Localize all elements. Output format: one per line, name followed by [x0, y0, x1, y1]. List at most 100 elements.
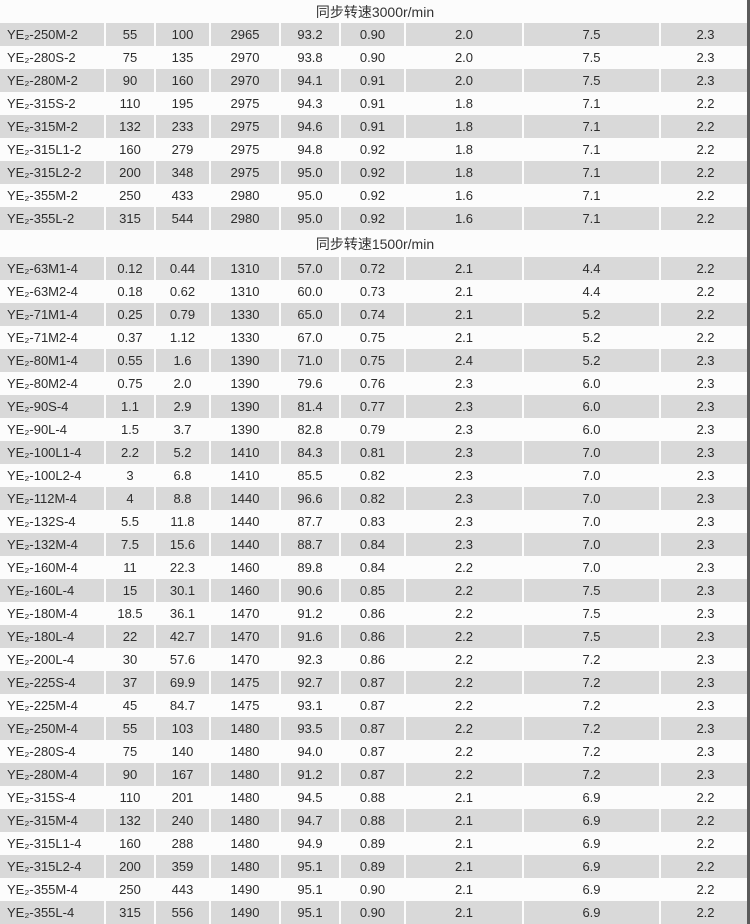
model-cell: YE₂-280M-4	[0, 763, 106, 786]
spec-cell: 201	[155, 786, 211, 809]
spec-cell: 315	[105, 207, 156, 230]
model-cell: YE₂-225M-4	[0, 694, 106, 717]
spec-cell: 167	[155, 763, 211, 786]
spec-cell: 5.2	[155, 441, 211, 464]
spec-cell: 1475	[210, 671, 281, 694]
table-row: YE₂-90L-4 1.5 3.7 1390 82.8 0.79 2.3 6.0 2.3	[0, 418, 750, 441]
spec-cell: 2.3	[660, 23, 750, 46]
spec-cell: 1.1	[105, 395, 156, 418]
model-cell: YE₂-315S-4	[0, 786, 106, 809]
spec-cell: 2.3	[660, 763, 750, 786]
spec-cell: 2.3	[660, 625, 750, 648]
spec-cell: 1.8	[405, 115, 524, 138]
spec-cell: 0.85	[340, 579, 406, 602]
spec-cell: 2.3	[696, 422, 715, 437]
table-row: YE₂-280M-2 90 160 2970 94.1 0.91 2.0 7.5 2.3	[0, 69, 750, 92]
spec-cell: 2980	[210, 207, 281, 230]
spec-cell: 3	[105, 464, 156, 487]
spec-cell: 6.8	[155, 464, 211, 487]
spec-cell: 2.3	[660, 579, 750, 602]
spec-cell: 0.84	[340, 533, 406, 556]
model-cell: YE₂-71M1-4	[0, 303, 106, 326]
spec-cell: 2.3	[696, 50, 715, 65]
spec-cell: 7.2	[523, 671, 661, 694]
spec-cell: 91.2	[280, 602, 341, 625]
spec-cell: 15	[105, 579, 156, 602]
spec-cell: 2.2	[405, 717, 524, 740]
table-row: YE₂-280S-2 75 135 2970 93.8 0.90 2.0 7.5 2.3	[0, 46, 750, 69]
spec-cell: 2.0	[405, 69, 524, 92]
table-row: YE₂-200L-4 30 57.6 1470 92.3 0.86 2.2 7.2 2.3	[0, 648, 750, 671]
spec-cell: 233	[155, 115, 211, 138]
spec-cell: 0.73	[340, 280, 406, 303]
spec-cell: 1440	[210, 533, 281, 556]
spec-cell: 6.9	[523, 809, 661, 832]
spec-cell: 7.2	[523, 763, 661, 786]
spec-cell: 0.83	[340, 510, 406, 533]
spec-cell: 7.1	[523, 92, 661, 115]
table-row: YE₂-63M1-4 0.12 0.44 1310 57.0 0.72 2.1 4.4 2.2	[0, 257, 750, 280]
spec-cell: 2.2	[405, 648, 524, 671]
spec-cell: 7.1	[523, 115, 661, 138]
spec-cell: 1490	[210, 878, 281, 901]
spec-cell: 2.3	[696, 744, 715, 759]
spec-cell: 71.0	[280, 349, 341, 372]
spec-cell: 0.82	[340, 464, 406, 487]
spec-cell: 2.3	[660, 533, 750, 556]
spec-cell: 0.87	[340, 717, 406, 740]
spec-cell: 65.0	[280, 303, 341, 326]
spec-cell: 0.90	[340, 901, 406, 924]
spec-cell: 90.6	[280, 579, 341, 602]
spec-cell: 0.12	[105, 257, 156, 280]
spec-cell: 5.2	[523, 326, 661, 349]
table-row: YE₂-315S-4 110 201 1480 94.5 0.88 2.1 6.9 2.2	[0, 786, 750, 809]
spec-cell: 2975	[210, 92, 281, 115]
spec-cell: 0.89	[340, 832, 406, 855]
spec-cell: 95.0	[280, 207, 341, 230]
spec-cell: 1440	[210, 510, 281, 533]
spec-cell: 90	[105, 69, 156, 92]
spec-cell: 94.7	[280, 809, 341, 832]
spec-cell: 1410	[210, 464, 281, 487]
spec-cell: 7.2	[523, 648, 661, 671]
spec-cell: 79.6	[280, 372, 341, 395]
spec-cell: 2.1	[405, 855, 524, 878]
spec-cell: 2.3	[405, 464, 524, 487]
spec-cell: 2.2	[405, 763, 524, 786]
model-cell: YE₂-100L1-4	[0, 441, 106, 464]
spec-cell: 195	[155, 92, 211, 115]
spec-cell: 7.2	[523, 694, 661, 717]
spec-cell: 200	[105, 855, 156, 878]
spec-cell: 95.1	[280, 901, 341, 924]
spec-cell: 2975	[210, 115, 281, 138]
spec-cell: 7.0	[523, 487, 661, 510]
spec-cell: 6.9	[523, 855, 661, 878]
spec-cell: 0.87	[340, 671, 406, 694]
model-cell: YE₂-200L-4	[0, 648, 106, 671]
model-cell: YE₂-160L-4	[0, 579, 106, 602]
spec-cell: 57.0	[280, 257, 341, 280]
spec-cell: 96.6	[280, 487, 341, 510]
spec-cell: 0.88	[340, 786, 406, 809]
spec-cell: 0.82	[340, 487, 406, 510]
table-row: YE₂-90S-4 1.1 2.9 1390 81.4 0.77 2.3 6.0 2.3	[0, 395, 750, 418]
spec-cell: 2.3	[660, 349, 750, 372]
spec-cell: 2.1	[405, 832, 524, 855]
table-row: YE₂-100L2-4 3 6.8 1410 85.5 0.82 2.3 7.0 2.3	[0, 464, 750, 487]
spec-cell: 1.5	[105, 418, 156, 441]
spec-cell: 4.4	[523, 257, 661, 280]
model-cell: YE₂-80M1-4	[0, 349, 106, 372]
spec-cell: 11.8	[155, 510, 211, 533]
spec-cell: 11	[105, 556, 156, 579]
model-cell: YE₂-71M2-4	[0, 326, 106, 349]
table-row: YE₂-280S-4 75 140 1480 94.0 0.87 2.2 7.2 2.3	[0, 740, 750, 763]
spec-cell: 6.9	[523, 878, 661, 901]
spec-cell: 30	[105, 648, 156, 671]
spec-cell: 2.1	[405, 878, 524, 901]
model-cell: YE₂-63M1-4	[0, 257, 106, 280]
spec-cell: 37	[105, 671, 156, 694]
spec-cell: 5.2	[523, 349, 661, 372]
spec-cell: 2.3	[405, 395, 524, 418]
spec-cell: 84.7	[155, 694, 211, 717]
spec-cell: 1480	[210, 809, 281, 832]
